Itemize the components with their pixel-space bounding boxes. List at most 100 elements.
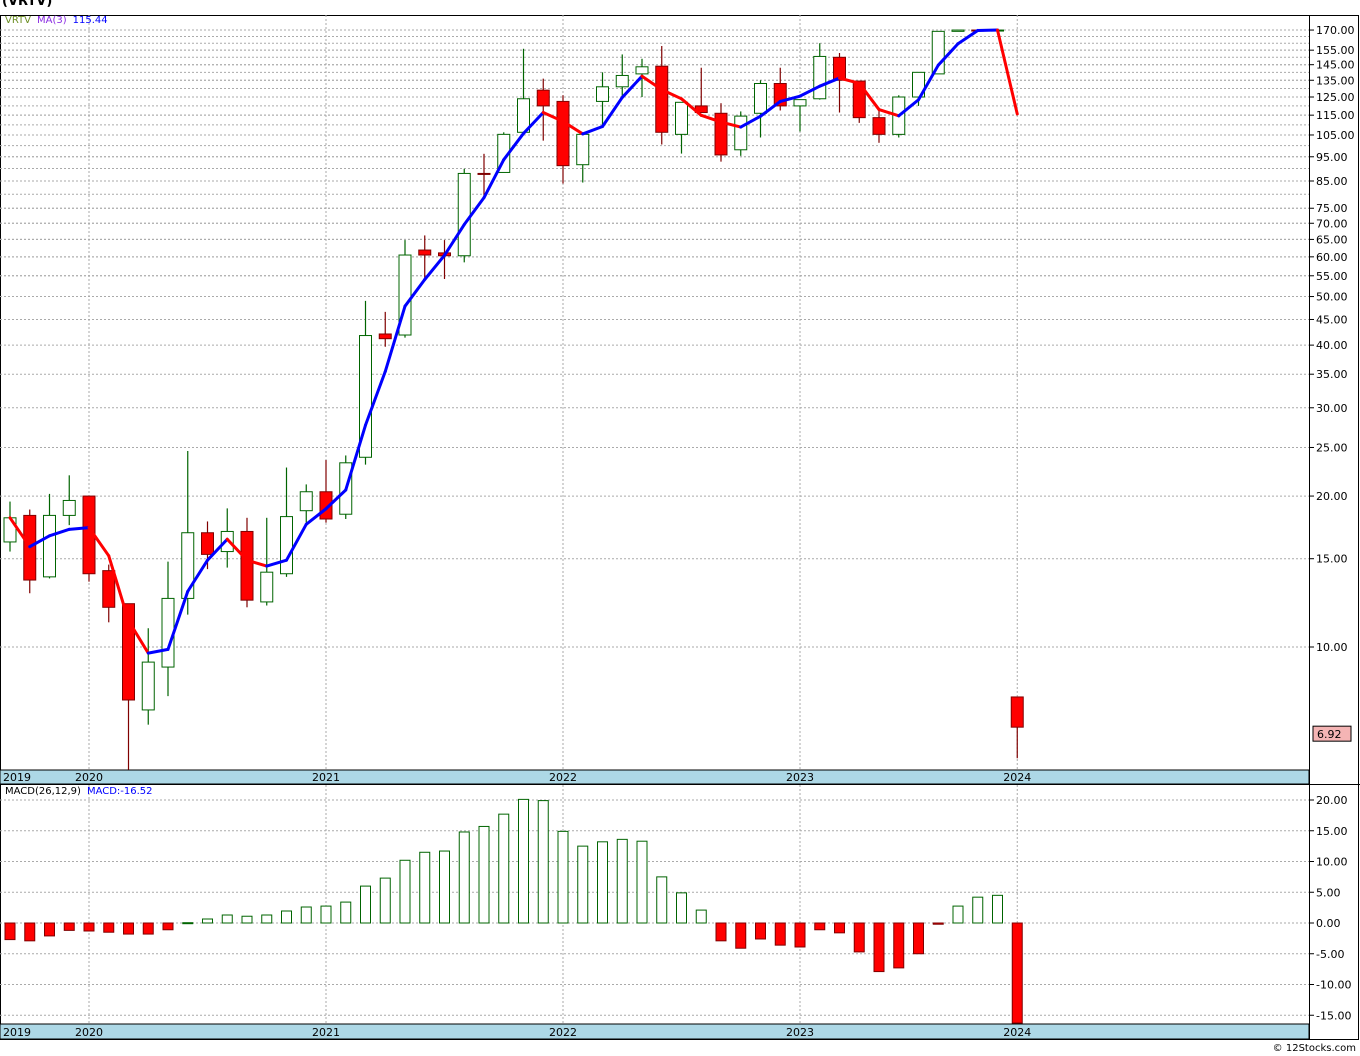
price-tick-label: 65.00: [1316, 233, 1348, 246]
macd-bar: [123, 922, 134, 935]
candle-body: [675, 101, 688, 135]
price-tick-label: 45.00: [1316, 313, 1348, 326]
candle: [62, 475, 76, 526]
ma-line-segment: [956, 28, 980, 46]
price-tick-label: 10.00: [1316, 641, 1348, 654]
price-tick-label: 145.00: [1316, 59, 1355, 72]
ma-line-segment: [798, 84, 822, 98]
ma-line-segment: [778, 94, 802, 103]
macd-bar: [399, 859, 411, 924]
macd-bar: [676, 892, 687, 924]
macd-bar: [44, 922, 55, 937]
chart-title: (VRTV): [2, 0, 53, 9]
macd-tick-label: 15.00: [1316, 825, 1348, 838]
macd-tick-label: 5.00: [1316, 886, 1341, 899]
candle-body: [457, 172, 471, 257]
price-tick-label: 15.00: [1316, 553, 1348, 566]
candle: [576, 133, 590, 183]
candle: [852, 80, 866, 123]
macd-bar: [537, 800, 549, 924]
candle: [161, 561, 175, 697]
ma-line-segment: [186, 558, 209, 593]
macd-bar: [774, 922, 786, 946]
candle: [477, 153, 491, 198]
legend-macd-label: MACD(26,12,9): [5, 786, 81, 797]
last-price-label: 6.92: [1317, 728, 1342, 741]
legend-ma-value: 115.44: [72, 15, 108, 26]
candle: [102, 564, 116, 623]
legend-symbol: VRTV: [5, 15, 32, 26]
ma-line-segment: [166, 589, 190, 651]
candle: [457, 168, 471, 263]
candle: [813, 43, 827, 100]
candle-body: [220, 530, 234, 553]
price-tick-label: 35.00: [1316, 368, 1348, 381]
candle-body: [576, 133, 590, 166]
year-label: 2022: [549, 771, 577, 784]
year-label: 2021: [312, 771, 340, 784]
ma-line-segment: [660, 88, 683, 101]
macd-bar: [597, 841, 608, 924]
ma-line-segment: [462, 196, 486, 227]
macd-bar: [162, 922, 174, 931]
macd-bar: [300, 906, 312, 924]
macd-bar: [577, 845, 589, 924]
year-label: 2023: [786, 1026, 814, 1039]
price-tick-label: 155.00: [1316, 44, 1355, 57]
ma-line-segment: [541, 110, 565, 123]
candle: [23, 509, 37, 594]
year-label: 2021: [312, 1026, 340, 1039]
ma-line-segment: [640, 74, 664, 92]
candle-body: [635, 66, 649, 75]
macd-bar: [636, 840, 648, 924]
candle-body: [477, 172, 491, 175]
price-legend: VRTV MA(3) 115.44: [5, 15, 114, 26]
ma-line-segment: [838, 76, 861, 85]
candle: [359, 300, 372, 465]
year-label: 2024: [1003, 771, 1031, 784]
candle-body: [102, 570, 116, 608]
macd-bar: [498, 813, 510, 924]
ma-line-segment: [383, 304, 407, 374]
candle: [951, 29, 965, 32]
price-tick-label: 135.00: [1316, 74, 1355, 87]
candle-body: [852, 80, 866, 119]
candle-body: [872, 117, 886, 135]
ma-line-segment: [67, 526, 91, 531]
ma-line-segment: [364, 370, 387, 427]
ma-line-segment: [620, 74, 644, 99]
macd-bar: [379, 877, 391, 924]
macd-bar: [419, 851, 431, 924]
candle: [517, 48, 530, 133]
macd-bar: [439, 850, 450, 924]
price-tick-label: 75.00: [1316, 202, 1348, 215]
candle: [655, 45, 669, 145]
macd-bar: [755, 922, 766, 940]
macd-bar: [715, 922, 727, 942]
ma-line-segment: [996, 28, 1019, 116]
legend-macd-value: MACD:-16.52: [86, 786, 153, 797]
year-label: 2019: [3, 1026, 31, 1039]
candle: [260, 517, 274, 606]
ma-line-segment: [759, 99, 782, 118]
candle-body: [240, 530, 254, 601]
price-tick-label: 70.00: [1316, 217, 1348, 230]
ma-line-segment: [48, 527, 71, 538]
price-tick-label: 40.00: [1316, 339, 1348, 352]
macd-bar: [63, 922, 75, 931]
price-tick-label: 55.00: [1316, 270, 1348, 283]
candle: [82, 495, 96, 582]
macd-bar: [557, 830, 569, 924]
ma-line-segment: [680, 97, 703, 117]
ma-line-segment: [225, 537, 249, 562]
year-label: 2019: [3, 771, 31, 784]
candle: [833, 52, 846, 113]
macd-bar: [340, 901, 352, 924]
macd-tick-label: -10.00: [1316, 979, 1351, 992]
ma-line-segment: [699, 113, 723, 124]
price-tick-label: 25.00: [1316, 441, 1348, 454]
macd-bar: [656, 876, 668, 924]
price-tick-label: 125.00: [1316, 91, 1355, 104]
candle-body: [813, 55, 827, 100]
macd-bar: [913, 922, 924, 955]
